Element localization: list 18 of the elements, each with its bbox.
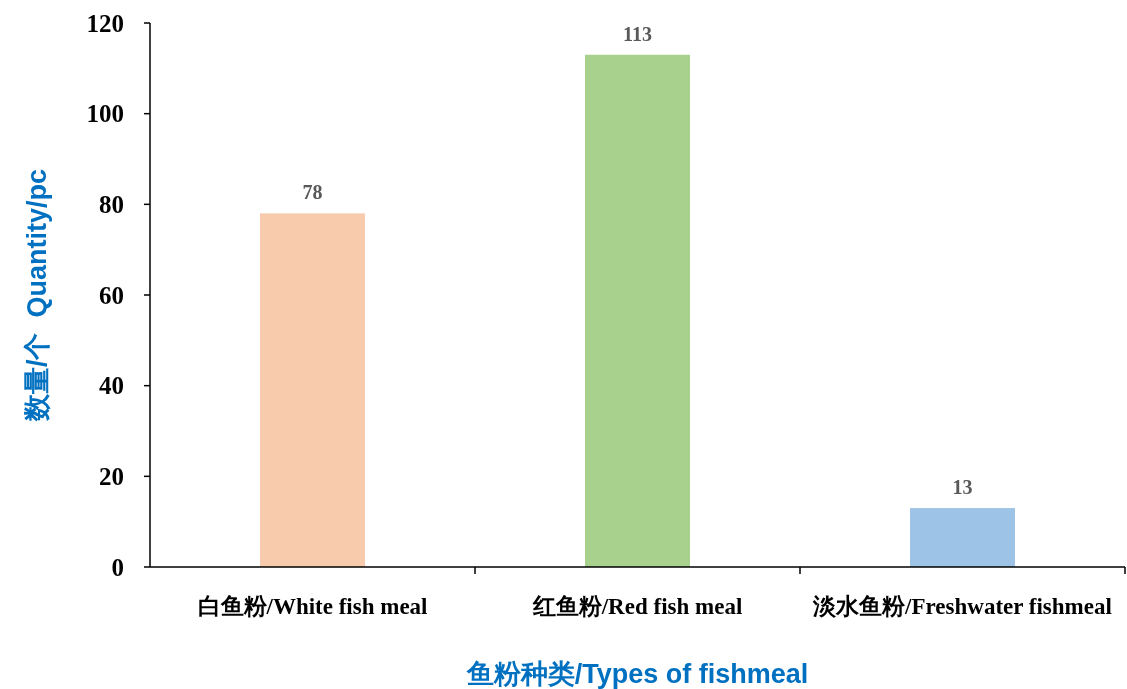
bar: [585, 54, 690, 567]
x-tick-label: 红鱼粉/Red fish meal: [531, 594, 743, 619]
data-label: 113: [623, 22, 652, 45]
data-label: 78: [302, 181, 323, 204]
x-tick-label: 白鱼粉/White fish meal: [197, 594, 428, 619]
y-tick-label: 0: [111, 553, 124, 581]
y-tick-label: 20: [99, 462, 124, 490]
y-tick-label: 40: [99, 372, 124, 400]
x-axis-title: 鱼粉种类/Types of fishmeal: [465, 659, 809, 689]
y-tick-label: 80: [99, 190, 124, 218]
x-tick-label: 淡水鱼粉/Freshwater fishmeal: [812, 594, 1112, 619]
y-axis-title: 数量/个 Quantity/pc: [22, 168, 52, 423]
y-tick-label: 120: [86, 9, 124, 37]
y-tick-label: 60: [99, 281, 124, 309]
data-label: 13: [952, 476, 973, 499]
y-tick-label: 100: [86, 100, 124, 128]
bar: [910, 508, 1015, 567]
bar: [260, 213, 365, 567]
